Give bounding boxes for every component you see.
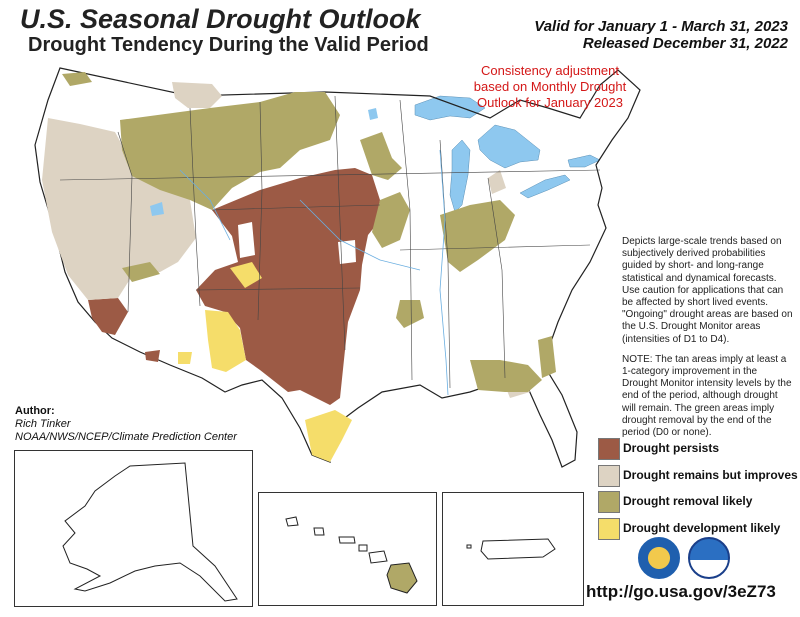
map-title: U.S. Seasonal Drought Outlook <box>20 4 421 34</box>
valid-period: Valid for January 1 - March 31, 2023 <box>534 18 788 35</box>
legend-swatch <box>598 491 620 513</box>
puerto-rico-inset <box>442 492 584 606</box>
legend-label: Drought remains but improves <box>623 467 798 482</box>
nws-logo-icon[interactable] <box>638 537 680 579</box>
description-paragraph-1: Depicts large-scale trends based on subj… <box>622 236 793 345</box>
legend-label: Drought development likely <box>623 520 781 535</box>
drought-removal-areas <box>62 72 556 392</box>
great-lakes <box>414 95 601 213</box>
hawaii-inset <box>258 492 437 606</box>
url-link[interactable]: http://go.usa.gov/3eZ73 <box>586 582 776 601</box>
state-borders <box>59 95 601 389</box>
drought-development-areas <box>178 262 352 462</box>
legend-label: Drought persists <box>623 441 720 455</box>
rivers <box>179 149 449 396</box>
legend-swatch <box>598 517 620 540</box>
legend-swatch <box>598 464 620 487</box>
hawaii-islands-icon <box>285 516 418 594</box>
author-block: Author: Rich Tinker NOAA/NWS/NCEP/Climat… <box>15 405 237 444</box>
alaska-inset <box>14 450 253 607</box>
map-subtitle: Drought Tendency During the Valid Period <box>28 34 429 56</box>
legend-swatch <box>598 438 620 460</box>
legend-label: Drought removal likely <box>623 494 753 508</box>
author-name: Rich Tinker <box>15 418 71 430</box>
alaska-outline-icon <box>62 462 238 602</box>
noaa-logo-icon[interactable] <box>688 537 730 579</box>
description-text: Depicts large-scale trends based on subj… <box>622 236 794 447</box>
conus-outline <box>34 67 641 468</box>
author-heading: Author: <box>15 405 55 417</box>
puerto-rico-outline-icon <box>466 538 556 560</box>
validity-info: Valid for January 1 - March 31, 2023 Rel… <box>534 18 788 52</box>
consistency-note: Consistency adjustment based on Monthly … <box>473 63 627 110</box>
description-paragraph-2: NOTE: The tan areas imply at least a 1-c… <box>622 353 792 439</box>
small-lakes <box>150 108 378 216</box>
release-date: Released December 31, 2022 <box>582 35 788 52</box>
author-organization: NOAA/NWS/NCEP/Climate Prediction Center <box>15 431 237 443</box>
